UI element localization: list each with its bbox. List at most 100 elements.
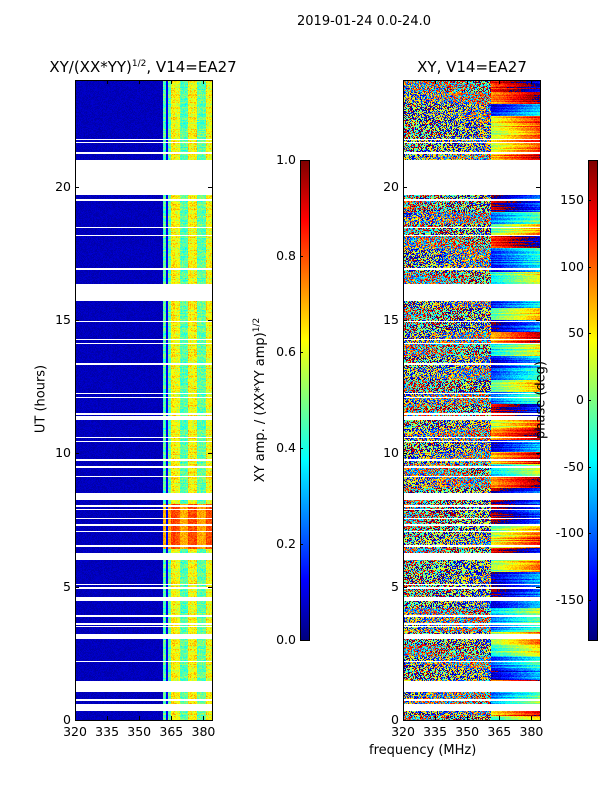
x-tick-label: 320 bbox=[391, 724, 415, 739]
colorbar-tick-label: 0.0 bbox=[276, 632, 296, 647]
panel1-title-text: XY/(XX*YY) bbox=[49, 58, 132, 76]
x-tick-mark-top bbox=[139, 80, 141, 84]
colorbar-tick-mark bbox=[300, 448, 303, 449]
y-tick-mark bbox=[75, 720, 79, 721]
x-tick-mark bbox=[467, 716, 469, 720]
panel1-ylabel: UT (hours) bbox=[33, 364, 49, 434]
y-tick-mark bbox=[75, 586, 79, 588]
y-tick-mark bbox=[403, 320, 407, 321]
x-tick-label: 320 bbox=[63, 724, 87, 739]
y-tick-label: 0 bbox=[63, 712, 71, 727]
x-tick-label: 365 bbox=[159, 724, 184, 739]
colorbar-tick-mark bbox=[588, 600, 591, 601]
y-tick-mark bbox=[403, 453, 407, 455]
colorbar-tick-mark bbox=[588, 266, 591, 268]
x-tick-mark bbox=[531, 716, 533, 720]
x-tick-mark bbox=[203, 716, 205, 720]
colorbar-tick-label: -100 bbox=[555, 525, 584, 541]
colorbar-tick-mark bbox=[300, 544, 303, 545]
y-tick-mark bbox=[403, 586, 407, 588]
y-tick-label: 10 bbox=[55, 445, 71, 461]
y-tick-label: 15 bbox=[55, 312, 71, 327]
colorbar-tick-label: 0.4 bbox=[276, 440, 296, 455]
y-tick-mark-right bbox=[536, 320, 540, 321]
colorbar-tick-label: 50 bbox=[568, 325, 584, 341]
x-tick-mark-top bbox=[435, 80, 437, 84]
panel1-title-suffix: , V14=EA27 bbox=[146, 58, 237, 76]
y-tick-mark-right bbox=[208, 586, 212, 588]
x-tick-label: 350 bbox=[127, 724, 152, 739]
colorbar1 bbox=[300, 160, 310, 640]
y-tick-label: 15 bbox=[383, 312, 399, 327]
x-tick-mark bbox=[139, 716, 141, 720]
x-tick-mark-top bbox=[107, 80, 109, 84]
colorbar-tick-mark bbox=[300, 256, 303, 257]
panel1-title-sup: 1/2 bbox=[131, 59, 147, 69]
y-tick-mark-right bbox=[536, 720, 540, 721]
colorbar-tick-mark bbox=[588, 400, 591, 401]
y-tick-mark bbox=[403, 186, 407, 188]
y-tick-mark bbox=[403, 720, 407, 721]
y-tick-mark bbox=[75, 320, 79, 321]
x-tick-label: 335 bbox=[423, 724, 448, 739]
x-axis-label: frequency (MHz) bbox=[369, 743, 477, 758]
colorbar-tick-mark bbox=[588, 200, 591, 201]
x-tick-mark-top bbox=[203, 80, 205, 84]
x-tick-mark bbox=[107, 716, 109, 720]
colorbar-tick-mark bbox=[300, 352, 303, 353]
figure-suptitle: 2019-01-24 0.0-24.0 bbox=[297, 14, 431, 29]
y-tick-label: 10 bbox=[383, 445, 399, 461]
colorbar-tick-label: 0.6 bbox=[276, 344, 296, 359]
colorbar-tick-mark bbox=[588, 533, 591, 535]
colorbar-tick-mark bbox=[588, 333, 591, 335]
y-tick-mark-right bbox=[208, 320, 212, 321]
colorbar-tick-label: 150 bbox=[560, 192, 584, 207]
colorbar-tick-mark bbox=[300, 160, 303, 161]
x-tick-mark bbox=[171, 716, 173, 720]
colorbar-tick-label: 0.8 bbox=[276, 248, 296, 263]
y-tick-mark-right bbox=[208, 453, 212, 455]
y-tick-label: 20 bbox=[383, 178, 399, 194]
x-tick-label: 350 bbox=[455, 724, 480, 739]
colorbar-tick-label: 0 bbox=[576, 392, 584, 407]
y-tick-mark-right bbox=[536, 453, 540, 455]
panel2-title: XY, V14=EA27 bbox=[417, 58, 527, 76]
panel1-title: XY/(XX*YY)1/2, V14=EA27 bbox=[43, 58, 243, 76]
colorbar-tick-label: -150 bbox=[555, 592, 584, 607]
panel1-heatmap bbox=[75, 80, 212, 720]
y-tick-label: 0 bbox=[391, 712, 399, 727]
x-tick-label: 335 bbox=[95, 724, 120, 739]
colorbar-tick-label: -50 bbox=[563, 458, 584, 474]
y-tick-mark-right bbox=[208, 720, 212, 721]
x-tick-label: 380 bbox=[191, 724, 216, 739]
y-tick-mark-right bbox=[208, 186, 212, 188]
x-tick-mark bbox=[75, 716, 76, 720]
y-tick-mark-right bbox=[536, 586, 540, 588]
y-tick-label: 5 bbox=[63, 578, 71, 594]
y-tick-label: 5 bbox=[391, 578, 399, 594]
x-tick-mark-top bbox=[467, 80, 469, 84]
colorbar-tick-label: 0.2 bbox=[276, 536, 296, 551]
x-tick-mark bbox=[403, 716, 404, 720]
colorbar2 bbox=[588, 160, 598, 640]
x-tick-label: 365 bbox=[487, 724, 512, 739]
x-tick-mark bbox=[499, 716, 501, 720]
x-tick-mark-top bbox=[403, 80, 404, 84]
colorbar-tick-mark bbox=[588, 466, 591, 468]
colorbar-tick-label: 1.0 bbox=[276, 152, 296, 167]
y-tick-mark bbox=[75, 453, 79, 455]
colorbar-tick-mark bbox=[300, 640, 303, 641]
x-tick-mark-top bbox=[499, 80, 501, 84]
colorbar1-label-sup: 1/2 bbox=[251, 317, 262, 333]
x-tick-mark-top bbox=[75, 80, 76, 84]
x-tick-mark bbox=[435, 716, 437, 720]
colorbar1-label: XY amp. / (XX*YY amp)1/2 bbox=[252, 318, 268, 482]
x-tick-mark-top bbox=[171, 80, 173, 84]
y-tick-mark bbox=[75, 186, 79, 188]
colorbar-tick-label: 100 bbox=[560, 258, 584, 274]
panel2-heatmap bbox=[403, 80, 540, 720]
x-tick-label: 380 bbox=[519, 724, 544, 739]
x-tick-mark-top bbox=[531, 80, 533, 84]
y-tick-mark-right bbox=[536, 186, 540, 188]
y-tick-label: 20 bbox=[55, 178, 71, 194]
